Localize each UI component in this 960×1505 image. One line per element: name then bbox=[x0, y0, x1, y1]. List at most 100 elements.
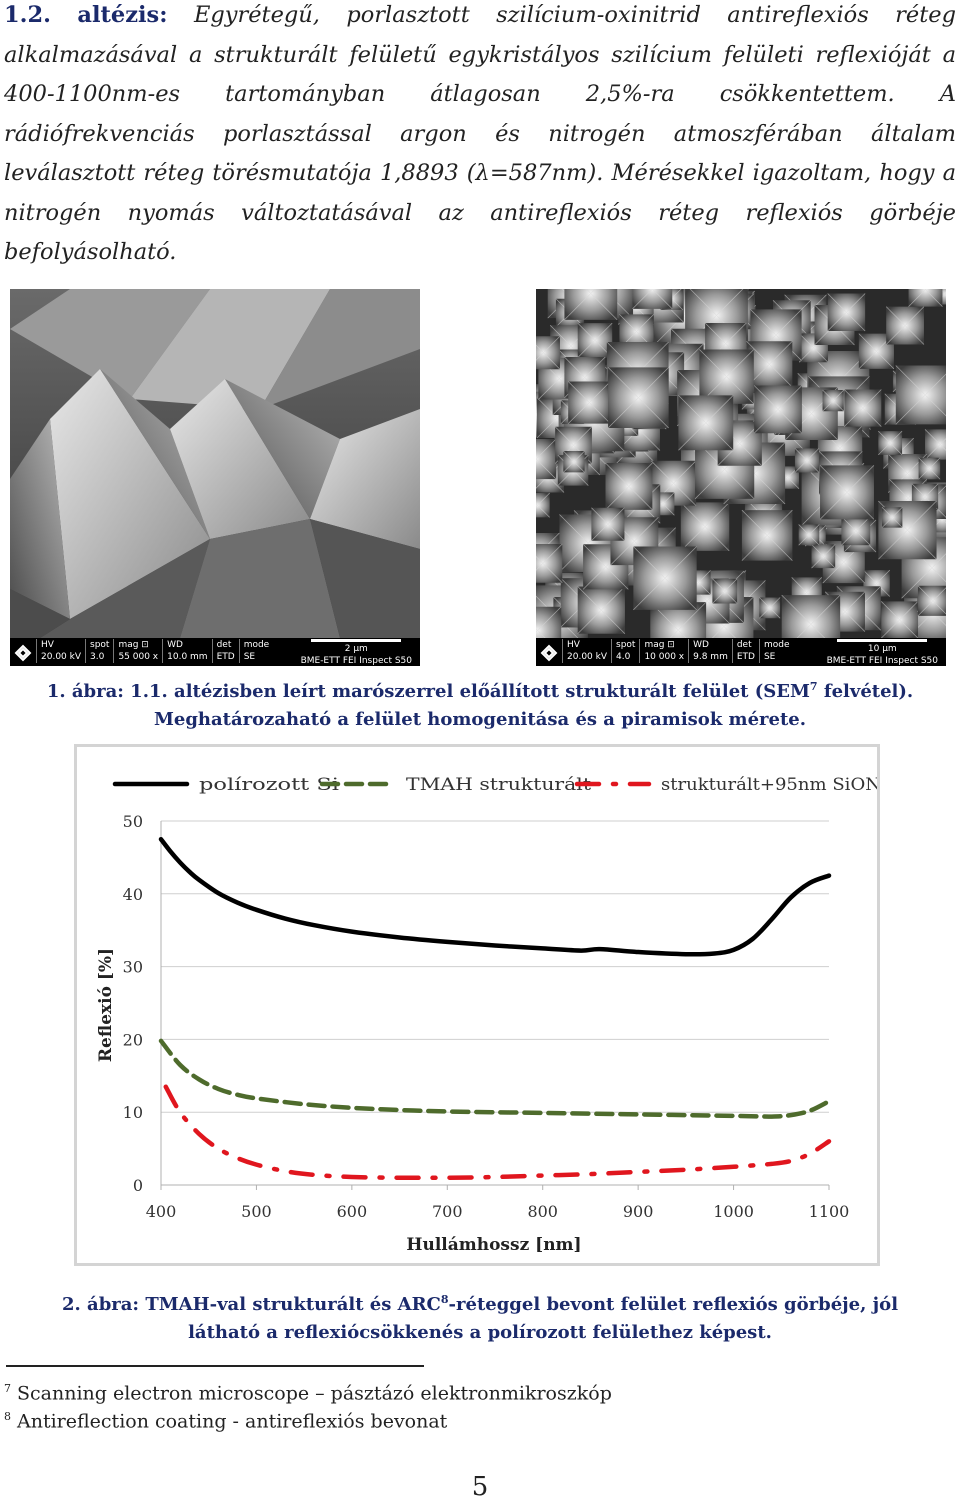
sem-value: SE bbox=[758, 651, 794, 663]
y-tick-label: 20 bbox=[123, 1030, 143, 1049]
sem-value: SE bbox=[238, 651, 274, 663]
pyramid-edges bbox=[759, 597, 781, 619]
pyramid-edges bbox=[591, 507, 625, 541]
sem-label: mode bbox=[758, 639, 794, 651]
sem-label: WD bbox=[162, 639, 213, 651]
y-tick-label: 40 bbox=[123, 885, 143, 904]
sem-value: 3.0 bbox=[84, 651, 114, 663]
pyramid-edges bbox=[878, 430, 903, 456]
footnote-ref: 7 bbox=[809, 680, 818, 693]
series-line bbox=[158, 1038, 832, 1119]
footnote-7: 7 Scanning electron microscope – pásztázó… bbox=[4, 1382, 612, 1404]
thesis-paragraph: 1.2. altézis: Egyrétegű, porlasztott szi… bbox=[4, 2, 957, 265]
pyramid-edges bbox=[536, 438, 557, 480]
pyramid-edges bbox=[605, 462, 653, 511]
x-tick-label: 1000 bbox=[713, 1202, 754, 1221]
pyramid-edges bbox=[841, 516, 871, 546]
pyramid-edges bbox=[822, 389, 845, 412]
sem-databar-right: HV spot mag ⊡ WD det mode 20.00 kV 4.0 1… bbox=[536, 638, 946, 666]
y-tick-label: 50 bbox=[123, 812, 143, 831]
sem-value: 10.0 mm bbox=[162, 651, 213, 663]
pyramid-shape bbox=[895, 365, 946, 425]
pyramid-edges bbox=[924, 429, 946, 460]
footnote-ref: 8 bbox=[440, 1293, 449, 1306]
page-number: 5 bbox=[471, 1472, 489, 1502]
footnote-number: 7 bbox=[4, 1382, 11, 1395]
figure1-caption: 1. ábra: 1.1. altézisben leírt marószerr… bbox=[0, 673, 960, 734]
pyramid-shape bbox=[536, 493, 550, 518]
footnote-number: 8 bbox=[4, 1410, 11, 1423]
sem-label: det bbox=[211, 639, 240, 651]
pyramid-edges bbox=[819, 465, 875, 520]
sem-value: 10 000 x bbox=[639, 651, 689, 663]
pyramid-edges bbox=[577, 586, 626, 635]
figure2-caption-line1-end: -réteggel bevont felület reflexiós görbé… bbox=[448, 1294, 899, 1315]
legend-label: TMAH strukturált bbox=[406, 775, 591, 795]
x-tick-label: 600 bbox=[337, 1202, 368, 1221]
fei-logo-icon bbox=[14, 644, 32, 662]
x-tick-label: 1100 bbox=[809, 1202, 850, 1221]
pyramid-edges bbox=[536, 543, 563, 584]
sem-image-pyramids-top: HV spot mag ⊡ WD det mode 20.00 kV 4.0 1… bbox=[536, 289, 946, 666]
x-tick-label: 800 bbox=[527, 1202, 558, 1221]
sem-value: 55 000 x bbox=[113, 651, 163, 663]
pyramid-edges bbox=[699, 349, 755, 405]
sem-scalebar-left: 2 μm BME-ETT FEI Inspect S50 bbox=[301, 639, 412, 666]
pyramid-edges bbox=[741, 509, 793, 561]
pyramid-shape bbox=[632, 289, 673, 309]
sem-instrument-label: BME-ETT FEI Inspect S50 bbox=[300, 656, 412, 666]
footnote-8: 8 Antireflection coating - antireflexiós … bbox=[4, 1410, 447, 1432]
pyramid-edges bbox=[918, 457, 941, 480]
sem-value: 20.00 kV bbox=[36, 651, 86, 663]
pyramid-edges bbox=[577, 322, 613, 358]
sem-value: ETD bbox=[211, 651, 240, 663]
pyramid-edges bbox=[680, 502, 730, 552]
pyramid-edges bbox=[885, 306, 925, 345]
pyramid-edges bbox=[536, 492, 550, 518]
pyramid-edges bbox=[917, 585, 946, 617]
sem-label: spot bbox=[84, 639, 114, 651]
series-line bbox=[163, 1084, 832, 1181]
sem-label: det bbox=[731, 639, 760, 651]
pyramid-shape bbox=[536, 438, 557, 480]
pyramid-edges bbox=[678, 395, 734, 451]
sem-databar-left: HV spot mag ⊡ WD det mode 20.00 kV 3.0 5… bbox=[10, 638, 420, 666]
pyramid-edges bbox=[632, 289, 673, 310]
sem-scale-label: 2 μm bbox=[344, 644, 368, 654]
sem-scale-label: 10 μm bbox=[867, 644, 897, 654]
x-tick-label: 700 bbox=[432, 1202, 463, 1221]
x-axis-label: Hullámhossz [nm] bbox=[406, 1235, 581, 1255]
series-line bbox=[158, 836, 832, 957]
pyramid-shape bbox=[536, 543, 563, 583]
x-tick-label: 900 bbox=[623, 1202, 654, 1221]
sem-value: ETD bbox=[731, 651, 760, 663]
figure1-caption-line2: Meghatározaható a felület homogenitása é… bbox=[153, 709, 807, 730]
pyramid-edges bbox=[798, 524, 820, 546]
pyramid-shape bbox=[908, 289, 943, 307]
pyramid-edges bbox=[746, 341, 793, 388]
pyramid-edges bbox=[843, 389, 882, 427]
sem-label: mode bbox=[238, 639, 274, 651]
pyramid-edges bbox=[895, 365, 946, 425]
sem-top-graphic bbox=[536, 289, 946, 666]
fei-logo-icon bbox=[540, 644, 558, 662]
sem-label: mag ⊡ bbox=[113, 639, 163, 651]
sem-scalebar-right: 10 μm BME-ETT FEI Inspect S50 bbox=[827, 639, 938, 666]
x-tick-label: 400 bbox=[146, 1202, 177, 1221]
sem-instrument-label: BME-ETT FEI Inspect S50 bbox=[826, 656, 938, 666]
footnote-separator bbox=[6, 1365, 424, 1367]
sem-value: 20.00 kV bbox=[562, 651, 612, 663]
pyramid-shape bbox=[924, 429, 946, 460]
pyramid-edges bbox=[712, 578, 738, 604]
pyramid-edges bbox=[908, 289, 943, 307]
pyramid-edges bbox=[563, 450, 585, 473]
pyramid-shape bbox=[564, 289, 618, 320]
sem-label: HV bbox=[562, 639, 612, 651]
sem-label: mag ⊡ bbox=[639, 639, 689, 651]
thesis-keyword: altézis bbox=[77, 2, 160, 28]
pyramid-edges bbox=[827, 293, 866, 332]
y-tick-label: 30 bbox=[123, 958, 143, 977]
reflection-chart-frame: 0 10 20 30 40 50 400 500 600 700 800 900 1000 1100 po… bbox=[74, 744, 880, 1266]
sem-image-pyramids-side: HV spot mag ⊡ WD det mode 20.00 kV 3.0 5… bbox=[10, 289, 420, 666]
figure2-caption: 2. ábra: TMAH-val strukturált és ARC8-ré… bbox=[0, 1286, 960, 1347]
